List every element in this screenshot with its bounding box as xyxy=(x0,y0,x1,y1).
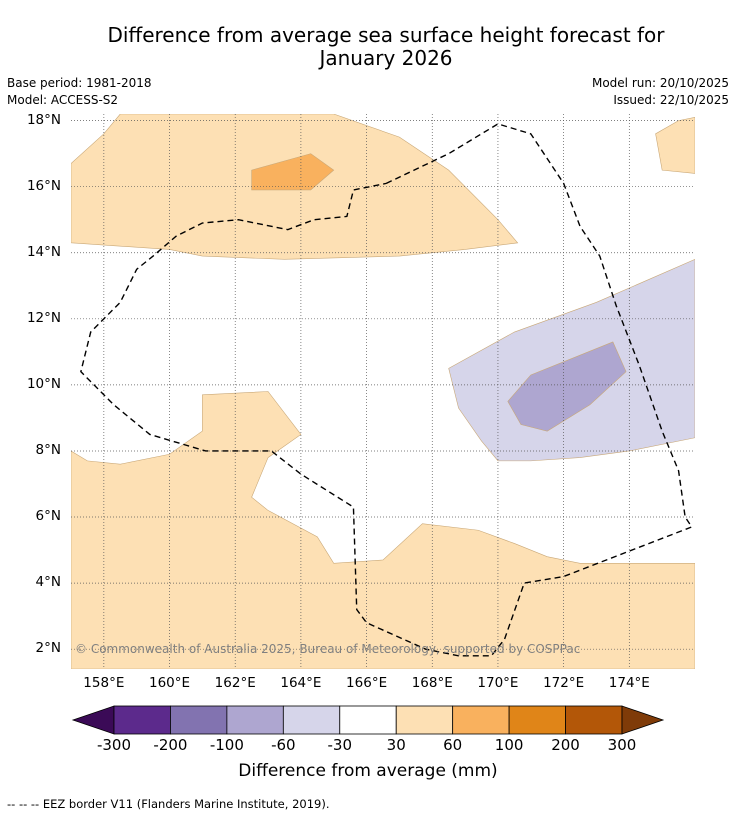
model-run: Model run: 20/10/2025 xyxy=(591,76,729,90)
colorbar-segment-7 xyxy=(508,705,566,735)
y-tick-label: 12°N xyxy=(26,309,61,326)
eez-legend-footnote: -- -- -- EEZ border V11 (Flanders Marine… xyxy=(7,797,330,811)
colorbar-segment-8 xyxy=(565,705,623,735)
x-tick-label: 160°E xyxy=(148,675,191,691)
y-tick-label: 14°N xyxy=(26,243,61,260)
anomaly-region-5 xyxy=(507,341,627,432)
colorbar-tick-label: 100 xyxy=(494,736,524,754)
y-tick-label: 8°N xyxy=(35,441,61,458)
colorbar-extend-high xyxy=(621,705,665,735)
x-tick-label: 166°E xyxy=(346,675,388,691)
copyright-notice: © Commonwealth of Australia 2025, Bureau… xyxy=(75,642,580,656)
eez-border xyxy=(80,123,693,657)
colorbar-segment-3 xyxy=(282,705,341,735)
colorbar xyxy=(71,705,665,735)
x-tick-label: 174°E xyxy=(608,675,650,691)
colorbar-tick-label: 60 xyxy=(443,736,463,754)
colorbar-extend-low xyxy=(71,705,115,735)
y-tick-label: 4°N xyxy=(35,574,61,591)
y-tick-label: 6°N xyxy=(35,508,61,525)
model-name: Model: ACCESS-S2 xyxy=(7,93,119,107)
colorbar-title: Difference from average (mm) xyxy=(238,761,498,781)
colorbar-tick-label: -30 xyxy=(327,736,353,754)
y-tick-label: 10°N xyxy=(26,375,61,392)
colorbar-tick-label: -100 xyxy=(209,736,244,754)
colorbar-tick-label: 300 xyxy=(607,736,637,754)
colorbar-tick-label: -200 xyxy=(153,736,188,754)
base-period: Base period: 1981-2018 xyxy=(7,76,152,90)
x-tick-label: 162°E xyxy=(214,675,256,691)
y-tick-label: 2°N xyxy=(35,640,61,657)
x-tick-label: 170°E xyxy=(477,675,519,691)
colorbar-tick-label: 200 xyxy=(551,736,580,754)
y-tick-label: 16°N xyxy=(26,177,61,194)
anomaly-region-2 xyxy=(655,116,695,174)
chart-title-line2: January 2026 xyxy=(319,46,453,70)
issued-date: Issued: 22/10/2025 xyxy=(613,93,729,107)
colorbar-tick-label: -60 xyxy=(271,736,296,754)
colorbar-segment-5 xyxy=(395,705,454,735)
colorbar-segment-1 xyxy=(170,705,228,735)
x-tick-label: 158°E xyxy=(83,675,125,691)
colorbar-tick-label: 30 xyxy=(386,736,406,754)
colorbar-tick-label: -300 xyxy=(96,736,132,754)
plot-area: © Commonwealth of Australia 2025, Bureau… xyxy=(71,114,695,669)
anomaly-region-1 xyxy=(71,391,695,669)
colorbar-segment-4 xyxy=(339,705,397,735)
y-tick-label: 18°N xyxy=(26,111,61,128)
x-tick-label: 172°E xyxy=(543,675,585,691)
colorbar-segment-2 xyxy=(226,705,284,735)
colorbar-segment-0 xyxy=(113,705,171,735)
colorbar-segment-6 xyxy=(452,705,510,735)
x-tick-label: 168°E xyxy=(411,675,453,691)
chart-title-line1: Difference from average sea surface heig… xyxy=(107,23,665,47)
x-tick-label: 164°E xyxy=(280,675,322,691)
